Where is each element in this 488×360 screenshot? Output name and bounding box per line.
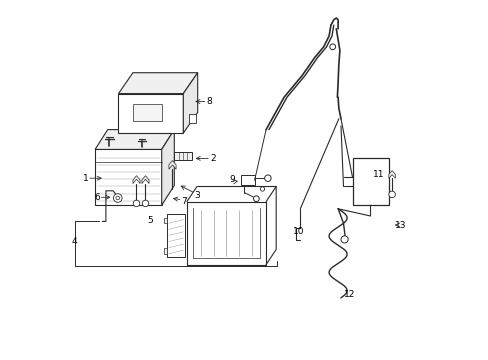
Circle shape [133, 200, 140, 207]
Text: 7: 7 [181, 197, 187, 206]
Polygon shape [142, 176, 149, 184]
Polygon shape [133, 176, 140, 184]
Polygon shape [164, 248, 167, 254]
Circle shape [388, 191, 394, 198]
Polygon shape [162, 130, 174, 205]
Polygon shape [95, 149, 162, 205]
Circle shape [260, 187, 264, 191]
Text: 9: 9 [229, 175, 235, 184]
Text: 6: 6 [94, 193, 100, 202]
Circle shape [264, 175, 270, 181]
Circle shape [329, 44, 335, 50]
Polygon shape [118, 73, 197, 94]
Polygon shape [118, 94, 183, 133]
Polygon shape [183, 73, 197, 133]
Circle shape [340, 236, 347, 243]
Text: 8: 8 [206, 97, 212, 106]
Polygon shape [95, 130, 174, 149]
Text: 2: 2 [209, 154, 215, 163]
Bar [133, 104, 162, 121]
Polygon shape [174, 152, 191, 160]
Bar [352, 158, 387, 205]
Text: 13: 13 [394, 220, 406, 230]
Circle shape [113, 194, 122, 202]
Polygon shape [167, 214, 185, 257]
Polygon shape [388, 171, 394, 178]
Circle shape [116, 196, 120, 200]
Text: 1: 1 [82, 174, 88, 183]
Text: 12: 12 [344, 289, 355, 299]
Circle shape [142, 200, 148, 207]
Polygon shape [168, 161, 176, 169]
Text: 4: 4 [72, 237, 77, 246]
Text: 10: 10 [292, 227, 304, 236]
Polygon shape [164, 218, 167, 223]
Text: 11: 11 [372, 170, 384, 179]
Polygon shape [188, 114, 196, 123]
Circle shape [253, 196, 259, 202]
Text: 3: 3 [194, 191, 200, 199]
Text: 5: 5 [147, 216, 152, 225]
Bar [241, 175, 254, 185]
